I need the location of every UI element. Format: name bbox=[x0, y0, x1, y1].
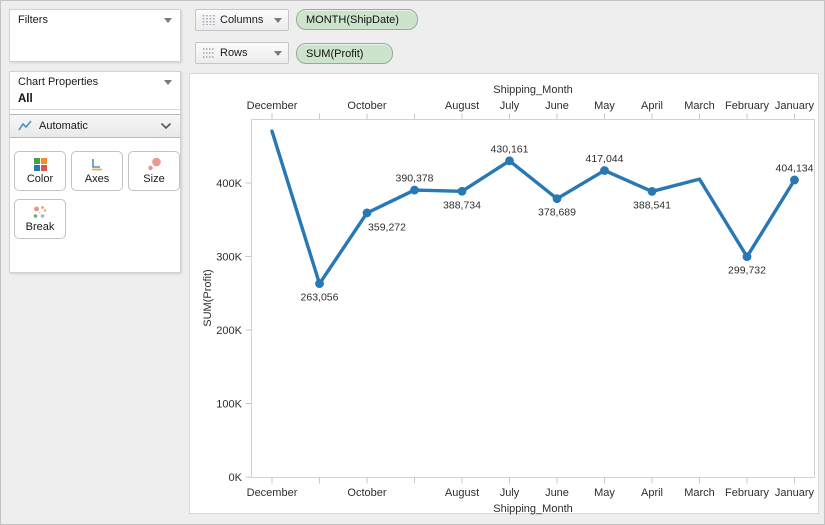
data-point-label: 388,734 bbox=[443, 199, 481, 211]
data-point-marker[interactable] bbox=[457, 186, 467, 196]
month-header-bottom[interactable]: December bbox=[247, 487, 298, 499]
data-point-marker[interactable] bbox=[790, 175, 799, 185]
month-header-bottom[interactable]: August bbox=[445, 487, 479, 499]
shelf-menu-icon[interactable] bbox=[274, 17, 282, 23]
month-header-top[interactable]: February bbox=[725, 100, 770, 112]
top-axis-title: Shipping_Month bbox=[493, 84, 573, 96]
data-point-marker[interactable] bbox=[362, 208, 372, 218]
rows-icon bbox=[203, 48, 214, 58]
axes-button[interactable]: Axes bbox=[71, 151, 123, 191]
chart-properties-title: Chart Properties bbox=[18, 76, 99, 88]
y-tick-label: 400K bbox=[216, 178, 242, 190]
break-dots-icon bbox=[33, 206, 47, 218]
columns-pill-month-shipdate[interactable]: MONTH(ShipDate) bbox=[296, 9, 418, 30]
month-header-bottom[interactable]: June bbox=[545, 487, 569, 499]
y-tick-label: 300K bbox=[216, 252, 242, 264]
filters-panel: Filters bbox=[9, 9, 181, 62]
bottom-axis-title: Shipping_Month bbox=[493, 503, 573, 515]
month-header-bottom[interactable]: May bbox=[594, 487, 615, 499]
month-header-bottom[interactable]: October bbox=[347, 487, 386, 499]
chevron-down-icon bbox=[160, 122, 172, 130]
month-header-top[interactable]: July bbox=[500, 100, 520, 112]
month-header-top[interactable]: April bbox=[641, 100, 663, 112]
shelf-menu-icon[interactable] bbox=[274, 50, 282, 56]
month-header-bottom[interactable]: April bbox=[641, 487, 663, 499]
data-point-label: 430,161 bbox=[491, 143, 529, 155]
data-point-label: 390,378 bbox=[396, 173, 434, 185]
rows-pill-label: SUM(Profit) bbox=[306, 47, 364, 60]
chart-canvas: Shipping_Month Shipping_Month SUM(Profit) D… bbox=[189, 73, 819, 515]
chart-properties-panel: Chart Properties All Automatic Color bbox=[9, 71, 181, 273]
data-point-marker[interactable] bbox=[505, 156, 514, 166]
color-swatches-icon bbox=[33, 158, 47, 171]
chart-type-value: Automatic bbox=[39, 120, 88, 132]
data-point-label: 404,134 bbox=[776, 162, 814, 174]
month-header-bottom[interactable]: July bbox=[500, 487, 520, 499]
data-point-label: 388,541 bbox=[633, 199, 671, 211]
break-button-label: Break bbox=[25, 221, 55, 233]
rows-shelf-label: Rows bbox=[220, 47, 248, 59]
y-tick-label: 100K bbox=[216, 399, 242, 411]
month-header-top[interactable]: January bbox=[775, 100, 815, 112]
data-point-marker[interactable] bbox=[552, 194, 562, 204]
columns-shelf[interactable]: Columns bbox=[195, 9, 289, 31]
month-header-bottom[interactable]: February bbox=[725, 487, 770, 499]
chart-properties-header: Chart Properties bbox=[10, 72, 180, 91]
line-chart-icon bbox=[18, 120, 32, 131]
size-circles-icon bbox=[148, 157, 161, 171]
month-header-top[interactable]: March bbox=[684, 100, 715, 112]
data-point-label: 417,044 bbox=[586, 153, 624, 165]
chart-type-dropdown[interactable]: Automatic bbox=[10, 114, 180, 138]
data-point-label: 378,689 bbox=[538, 207, 576, 219]
data-point-label: 263,056 bbox=[301, 292, 339, 304]
y-tick-label: 200K bbox=[216, 325, 242, 337]
data-point-marker[interactable] bbox=[647, 187, 657, 196]
month-header-top[interactable]: October bbox=[347, 100, 386, 112]
axes-button-label: Axes bbox=[84, 173, 110, 185]
filters-panel-title: Filters bbox=[18, 14, 48, 26]
color-button-label: Color bbox=[26, 173, 54, 185]
rows-shelf[interactable]: Rows bbox=[195, 42, 289, 64]
y-axis-title: SUM(Profit) bbox=[202, 269, 214, 326]
axes-icon bbox=[91, 159, 102, 171]
month-header-top[interactable]: December bbox=[247, 100, 298, 112]
color-button[interactable]: Color bbox=[14, 151, 66, 191]
columns-icon bbox=[202, 15, 215, 25]
rows-pill-sum-profit[interactable]: SUM(Profit) bbox=[296, 43, 393, 64]
month-header-bottom[interactable]: January bbox=[775, 487, 815, 499]
sheet-scope-label: All bbox=[10, 91, 180, 110]
break-button[interactable]: Break bbox=[14, 199, 66, 239]
data-point-label: 359,272 bbox=[368, 221, 406, 233]
collapse-icon[interactable] bbox=[164, 79, 172, 85]
columns-pill-label: MONTH(ShipDate) bbox=[306, 13, 399, 26]
y-tick-label: 0K bbox=[229, 472, 243, 484]
month-header-top[interactable]: June bbox=[545, 100, 569, 112]
data-point-marker[interactable] bbox=[742, 252, 752, 262]
profit-by-month-line-chart: Shipping_Month Shipping_Month SUM(Profit) D… bbox=[202, 84, 815, 515]
data-point-label: 299,732 bbox=[728, 265, 766, 277]
filters-panel-header: Filters bbox=[10, 10, 180, 29]
trend-line[interactable] bbox=[270, 129, 797, 286]
data-point-marker[interactable] bbox=[600, 166, 609, 175]
month-header-top[interactable]: August bbox=[445, 100, 479, 112]
size-button-label: Size bbox=[143, 173, 165, 185]
size-button[interactable]: Size bbox=[128, 151, 180, 191]
month-header-top[interactable]: May bbox=[594, 100, 615, 112]
data-point-marker[interactable] bbox=[410, 185, 419, 195]
collapse-icon[interactable] bbox=[164, 17, 172, 23]
columns-shelf-label: Columns bbox=[220, 14, 264, 26]
data-point-marker[interactable] bbox=[315, 279, 324, 289]
month-header-bottom[interactable]: March bbox=[684, 487, 715, 499]
